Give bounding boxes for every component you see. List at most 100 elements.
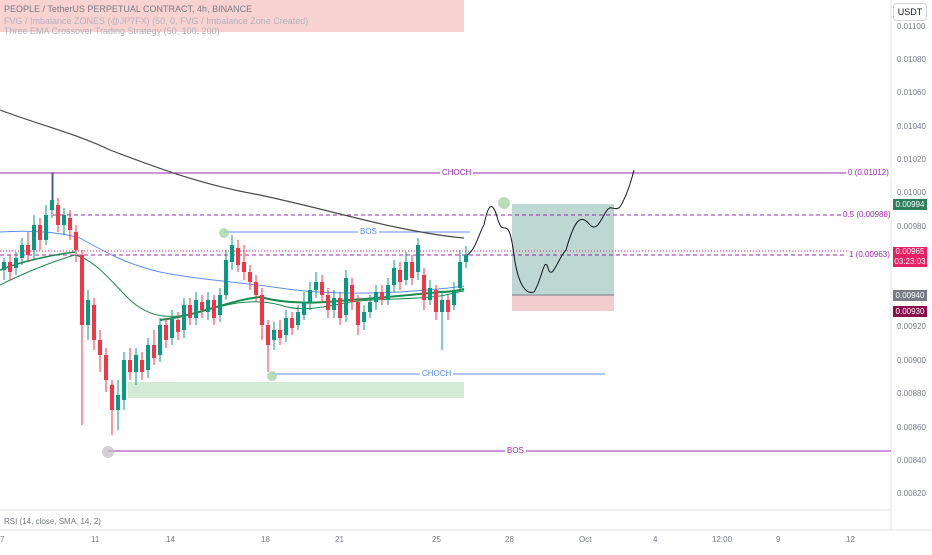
candle-body (254, 282, 258, 295)
position-loss-zone[interactable] (512, 295, 614, 311)
pivot-marker (267, 371, 277, 381)
candle-body (110, 385, 114, 410)
candle-body (344, 278, 348, 315)
time-tick: Oct (579, 535, 592, 544)
price-label-stop: 0.00930 (893, 306, 927, 317)
candle-body (356, 302, 360, 325)
price-label-entry: 0.00940 (893, 290, 927, 301)
candle-body (362, 312, 366, 322)
rsi-indicator-label[interactable]: RSI (14, close, SMA, 14, 2) (4, 517, 101, 526)
candle-body (122, 360, 126, 400)
candle-body (224, 260, 228, 295)
symbol-title[interactable]: PEOPLE / TetherUS PERPETUAL CONTRACT, 4h… (4, 4, 253, 14)
time-tick: 12 (846, 535, 855, 544)
candle-body (296, 312, 300, 325)
candle-body (134, 355, 138, 372)
candle-body (464, 255, 468, 262)
candle-body (386, 285, 390, 300)
candle-body (458, 262, 462, 288)
price-label-target: 0.00994 (893, 199, 927, 210)
candle-body (176, 320, 180, 332)
candle-body (302, 302, 306, 315)
candle-body (218, 295, 222, 315)
candle-body (272, 330, 276, 340)
price-tick: 0.00900 (897, 356, 926, 365)
time-tick: 12:00 (712, 535, 733, 544)
current-price-value: 0.00965 (895, 247, 925, 256)
candle-body (326, 295, 330, 310)
candle-body (380, 292, 384, 300)
candle-body (338, 298, 342, 318)
candle-body (128, 360, 132, 372)
candle-body (146, 345, 150, 370)
indicator-ema-label[interactable]: Three EMA Crossover Trading Strategy (50… (4, 26, 220, 36)
ema200-line (0, 109, 465, 239)
candle-body (86, 300, 90, 325)
candle-body (230, 245, 234, 262)
fvg-zone (128, 382, 464, 398)
candle-body (260, 295, 264, 325)
candle-body (374, 292, 378, 302)
time-tick: 21 (335, 535, 344, 544)
candle-body (104, 355, 108, 380)
candle-body (164, 325, 168, 340)
candle-body (158, 325, 162, 355)
time-tick: 14 (166, 535, 175, 544)
time-tick: 11 (91, 535, 100, 544)
price-tick: 0.01000 (897, 188, 926, 197)
candle-body (50, 200, 54, 210)
candle-body (152, 345, 156, 358)
candle-body (416, 245, 420, 272)
price-label-current: 0.00965 03:23:03 (893, 247, 927, 267)
candle-body (116, 395, 120, 410)
candle-body (440, 300, 444, 312)
currency-button[interactable]: USDT (893, 3, 927, 21)
time-tick: 9 (776, 535, 781, 544)
candle-body (212, 300, 216, 318)
fib-1-label: 1 (0.00963) (847, 250, 892, 260)
candle-body (182, 305, 186, 330)
candle-body (278, 330, 282, 338)
candle-body (290, 318, 294, 328)
candle-body (74, 232, 78, 250)
price-tick: 0.01060 (897, 88, 926, 97)
candle-body (446, 300, 450, 312)
price-tick: 0.00920 (897, 322, 926, 331)
candle-body (38, 225, 42, 240)
candle-body (350, 285, 354, 302)
time-tick: 18 (261, 535, 270, 544)
candle-body (56, 205, 60, 225)
candle-body (368, 302, 372, 312)
legend-panel (0, 0, 464, 32)
candle-body (44, 215, 48, 240)
time-tick: 4 (653, 535, 658, 544)
candle-body (92, 305, 96, 340)
indicator-fvg-label[interactable]: FVG / Imbalance ZONES (@JP7FX) (50, 0, F… (4, 16, 309, 26)
price-tick: 0.01100 (897, 22, 926, 31)
candle-body (140, 360, 144, 372)
price-tick: 0.01080 (897, 55, 926, 64)
candles-group (2, 172, 468, 435)
projection-path[interactable] (466, 169, 635, 293)
candle-body (236, 248, 240, 265)
candle-body (308, 290, 312, 302)
candle-body (428, 288, 432, 300)
price-tick: 0.01020 (897, 155, 926, 164)
choch-top-label: CHOCH (440, 168, 474, 178)
candle-body (32, 225, 36, 250)
candle-body (314, 282, 318, 290)
time-tick: 28 (505, 535, 514, 544)
pivot-marker (498, 197, 510, 209)
candle-body (410, 262, 414, 278)
candle-body (80, 255, 84, 325)
pivot-marker (102, 446, 114, 458)
candle-body (98, 340, 102, 355)
candle-body (404, 262, 408, 280)
candle-body (332, 298, 336, 310)
price-tick: 0.00880 (897, 389, 926, 398)
choch-lower-label: CHOCH (420, 369, 454, 379)
position-profit-zone[interactable] (512, 204, 614, 295)
candle-body (8, 262, 12, 272)
